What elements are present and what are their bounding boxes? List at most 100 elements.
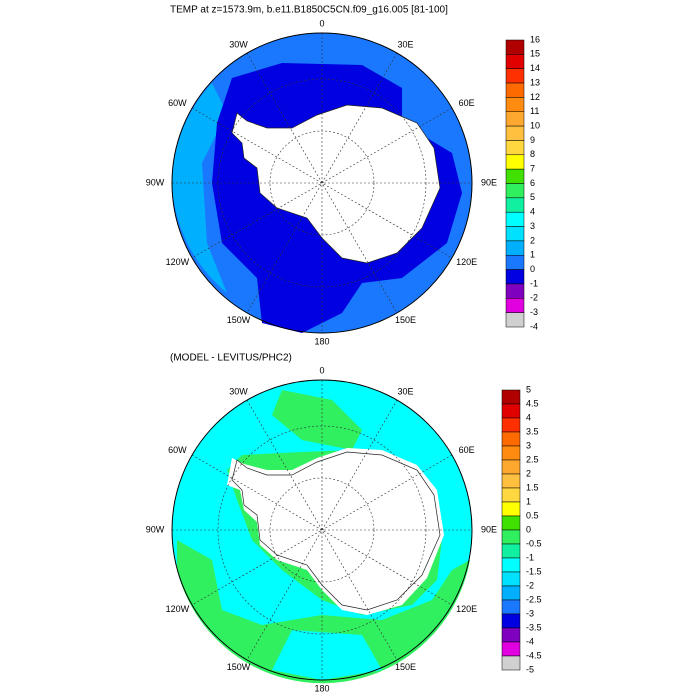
colorbar-box xyxy=(501,599,521,615)
longitude-label: 180 xyxy=(314,683,329,693)
longitude-label: 120E xyxy=(456,257,477,267)
colorbar-box xyxy=(505,140,525,156)
longitude-label: 120W xyxy=(166,604,190,614)
colorbar-box xyxy=(505,197,525,213)
colorbar-box xyxy=(505,183,525,199)
longitude-label: 150E xyxy=(395,315,416,325)
longitude-label: 30W xyxy=(229,387,248,397)
panel-title: (MODEL - LEVITUS/PHC2) xyxy=(170,353,292,364)
colorbar-label: 3.5 xyxy=(526,426,539,436)
colorbar-box xyxy=(505,283,525,299)
grid-line xyxy=(172,380,472,680)
colorbar-label: -5 xyxy=(526,664,534,674)
longitude-label: 150W xyxy=(227,662,251,672)
colorbar-box xyxy=(501,529,521,545)
region xyxy=(177,540,470,684)
colorbar-label: 4 xyxy=(526,412,531,422)
map-border xyxy=(171,379,473,681)
colorbar-box xyxy=(501,473,521,489)
longitude-label: 90W xyxy=(146,177,165,187)
colorbar-box xyxy=(501,613,521,629)
colorbar-label: -4 xyxy=(530,321,538,331)
colorbar-box xyxy=(505,312,525,328)
colorbar-box xyxy=(505,82,525,98)
colorbar-label: -2 xyxy=(530,293,538,303)
colorbar-box xyxy=(501,501,521,517)
region xyxy=(172,83,227,293)
colorbar-box xyxy=(505,269,525,285)
longitude-label: 150W xyxy=(227,315,251,325)
colorbar-label: 1.5 xyxy=(526,482,539,492)
longitude-label: 30E xyxy=(397,40,413,50)
colorbar-box xyxy=(501,655,521,671)
longitude-label: 150E xyxy=(395,662,416,672)
colorbar-box xyxy=(505,211,525,227)
colorbar-box xyxy=(501,487,521,503)
colorbar-label: -1 xyxy=(530,278,538,288)
colorbar-label: 1 xyxy=(530,250,535,260)
colorbar-label: 13 xyxy=(530,77,540,87)
longitude-label: 60E xyxy=(459,445,475,455)
longitude-label: 60W xyxy=(168,98,187,108)
colorbar-box xyxy=(505,255,525,270)
panel-title: TEMP at z=1573.9m, b.e11.B1850C5CN.f09_g… xyxy=(170,5,448,16)
longitude-label: 90E xyxy=(481,524,497,534)
colorbar-label: -3 xyxy=(526,608,534,618)
colorbar-box xyxy=(505,226,525,242)
colorbar-label: 10 xyxy=(530,120,540,130)
colorbar-label: 2 xyxy=(530,235,535,245)
colorbar-box xyxy=(505,54,525,69)
antarctica xyxy=(231,451,441,611)
colorbar-label: 4.5 xyxy=(526,398,539,408)
longitude-label: 90W xyxy=(146,524,165,534)
longitude-label: 180 xyxy=(314,336,329,346)
colorbar-label: 11 xyxy=(530,106,539,116)
longitude-label: 0 xyxy=(319,18,324,28)
colorbar-label: 5 xyxy=(526,384,531,394)
colorbar-label: 2 xyxy=(526,468,531,478)
colorbar-label: -4 xyxy=(526,636,534,646)
colorbar-label: -2.5 xyxy=(526,594,542,604)
colorbar-label: -1 xyxy=(526,552,534,562)
colorbar-label: -0.5 xyxy=(526,538,542,548)
colorbar-label: 0 xyxy=(530,264,535,274)
map-bottom xyxy=(171,379,473,684)
colorbar-label: 15 xyxy=(530,49,540,59)
colorbar-box xyxy=(501,557,521,573)
colorbar-label: 7 xyxy=(530,164,535,174)
longitude-label: 60W xyxy=(168,445,187,455)
longitude-label: 120E xyxy=(456,604,477,614)
colorbar-label: 1 xyxy=(526,496,531,506)
region xyxy=(272,390,362,450)
colorbar-box xyxy=(505,298,525,313)
colorbar-box xyxy=(505,168,525,184)
colorbar-box xyxy=(505,97,525,113)
longitude-label: 30W xyxy=(229,40,248,50)
colorbar-box xyxy=(501,627,521,643)
colorbar-label: -3.5 xyxy=(526,622,542,632)
colorbar-box xyxy=(501,403,521,419)
colorbar-label: 3 xyxy=(526,440,531,450)
colorbar-label: -3 xyxy=(530,307,538,317)
colorbar-label: 4 xyxy=(530,207,535,217)
colorbar-label: 16 xyxy=(530,34,540,44)
map-border xyxy=(171,32,473,334)
colorbar-label: 12 xyxy=(530,92,540,102)
colorbar-box xyxy=(505,111,525,127)
colorbar-label: 9 xyxy=(530,135,535,145)
colorbar-label: 8 xyxy=(530,149,535,159)
longitude-label: 0 xyxy=(319,365,324,375)
longitude-label: 30E xyxy=(397,387,413,397)
longitude-label: 60E xyxy=(459,98,475,108)
colorbar-label: 14 xyxy=(530,63,540,73)
antarctica xyxy=(231,104,441,264)
colorbar-box xyxy=(501,585,521,601)
longitude-label: 120W xyxy=(166,257,190,267)
longitude-label: 90E xyxy=(481,177,497,187)
colorbar-label: 5 xyxy=(530,192,535,202)
colorbar-box xyxy=(501,641,521,657)
colorbar-label: 0 xyxy=(526,524,531,534)
colorbar-box xyxy=(505,154,525,170)
colorbar-box xyxy=(501,417,521,433)
